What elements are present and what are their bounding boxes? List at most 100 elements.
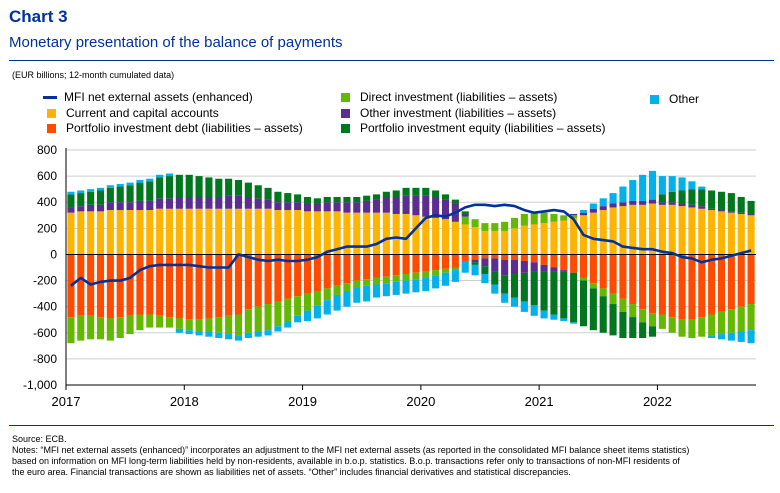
bar-other xyxy=(698,186,706,190)
bar-oi xyxy=(698,206,706,209)
bar-pid xyxy=(658,254,666,315)
bar-ca xyxy=(708,210,716,255)
legend-label-pid: Portfolio investment debt (liabilities –… xyxy=(66,121,303,135)
bar-other xyxy=(727,332,735,341)
bar-oi xyxy=(432,197,440,218)
bar-di xyxy=(481,223,489,231)
bar-pid xyxy=(708,254,716,315)
bar-pid xyxy=(589,254,597,284)
bar-oi xyxy=(343,202,351,213)
x-tick-label: 2018 xyxy=(170,394,199,409)
bar-pie xyxy=(708,190,716,209)
bar-other xyxy=(678,177,686,191)
bar-ca xyxy=(589,212,597,255)
bar-other xyxy=(254,331,262,337)
bar-oi xyxy=(422,195,430,217)
bar-other xyxy=(294,315,302,323)
bar-di xyxy=(274,301,282,327)
bar-other xyxy=(481,274,489,284)
footer-rule xyxy=(9,425,774,426)
bar-ca xyxy=(560,220,568,255)
bar-pid xyxy=(432,254,440,271)
bar-ca xyxy=(550,221,558,255)
bar-di xyxy=(491,223,499,231)
bar-pie xyxy=(382,191,390,197)
bar-ca xyxy=(96,211,105,255)
bar-pie xyxy=(658,194,666,203)
bar-other xyxy=(372,284,381,298)
bar-ca xyxy=(343,212,351,255)
legend-item-di: Direct investment (liabilities – assets) xyxy=(341,90,557,104)
bar-ca xyxy=(195,208,203,255)
bar-pid xyxy=(639,254,647,310)
bar-pie xyxy=(609,304,617,336)
bar-other xyxy=(67,191,75,195)
bar-ca xyxy=(264,208,272,255)
bar-di xyxy=(619,298,627,312)
bar-pie xyxy=(678,190,686,204)
bar-pid xyxy=(501,254,509,260)
bar-other xyxy=(688,181,696,190)
bar-ca xyxy=(323,211,331,255)
bar-di xyxy=(234,314,243,336)
bar-oi xyxy=(225,195,233,209)
bar-pie xyxy=(432,190,440,197)
bar-oi xyxy=(254,198,262,209)
bar-pie xyxy=(313,198,321,204)
legend-swatch-pie xyxy=(341,123,350,133)
bar-oi xyxy=(294,202,302,211)
bar-pid xyxy=(313,254,321,291)
bar-di xyxy=(451,267,459,271)
bar-ca xyxy=(451,221,459,255)
bar-other xyxy=(323,300,331,315)
bar-pie xyxy=(629,317,637,338)
bar-di xyxy=(648,313,657,327)
bar-pid xyxy=(727,254,735,310)
bar-ca xyxy=(313,211,321,255)
bar-other xyxy=(432,275,440,289)
bar-ca xyxy=(254,208,262,255)
bar-di xyxy=(136,314,144,331)
bar-di xyxy=(550,213,558,222)
y-tick-label: -200 xyxy=(33,274,57,288)
bar-oi xyxy=(481,258,489,267)
bar-ca xyxy=(274,210,282,255)
bar-other xyxy=(402,280,410,294)
bar-pid xyxy=(136,254,144,315)
bar-pid xyxy=(402,254,410,275)
bar-other xyxy=(87,189,95,192)
bar-pid xyxy=(668,254,676,318)
bar-pid xyxy=(244,254,252,310)
bar-pie xyxy=(412,187,420,196)
bar-di xyxy=(629,304,637,318)
bar-di xyxy=(353,280,361,288)
bar-oi xyxy=(215,197,223,209)
bar-oi xyxy=(599,206,607,211)
bar-oi xyxy=(67,207,75,213)
bar-di xyxy=(501,221,509,231)
bar-oi xyxy=(234,195,243,209)
bar-other xyxy=(520,301,528,312)
bar-di xyxy=(254,306,262,332)
bar-pid xyxy=(146,254,154,315)
bar-pie xyxy=(294,194,302,203)
bar-other xyxy=(579,210,588,213)
bar-other xyxy=(146,178,154,182)
bar-oi xyxy=(146,200,154,211)
bar-pie xyxy=(441,194,450,200)
bar-pie xyxy=(491,271,499,285)
bar-di xyxy=(747,304,755,331)
bar-oi xyxy=(579,212,588,216)
bar-oi xyxy=(156,198,164,209)
bar-pie xyxy=(67,194,75,208)
bar-other xyxy=(648,170,657,200)
bar-ca xyxy=(402,213,410,255)
bar-pid xyxy=(106,254,114,319)
bar-ca xyxy=(382,212,390,255)
bar-oi xyxy=(87,204,95,212)
bar-pie xyxy=(451,199,459,204)
bar-di xyxy=(560,215,568,221)
unit-note: (EUR billions; 12-month cumulated data) xyxy=(12,70,175,80)
bar-ca xyxy=(372,212,381,255)
bar-pid xyxy=(284,254,292,299)
